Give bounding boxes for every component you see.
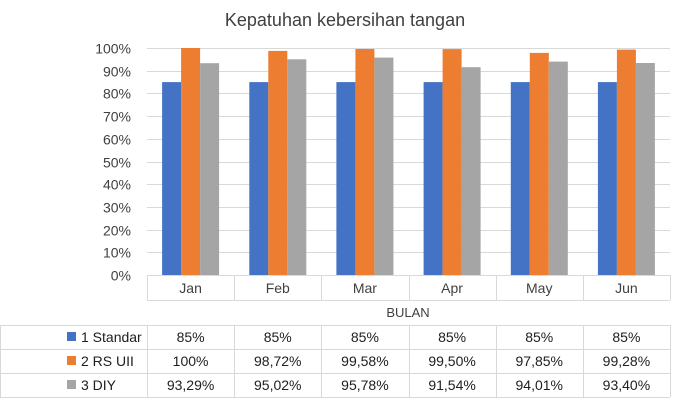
gridlines (147, 48, 670, 276)
legend-label: 3 DIY (81, 377, 117, 393)
data-label: 99,28% (603, 353, 650, 369)
data-label: 95,02% (254, 377, 301, 393)
bar (200, 63, 220, 276)
bar (374, 57, 394, 275)
x-axis-title: BULAN (386, 305, 429, 320)
legend-key (67, 332, 76, 341)
bar (423, 82, 443, 275)
bar (268, 50, 288, 276)
x-tick-label: Jun (615, 280, 638, 296)
y-tick-label: 0% (111, 268, 131, 284)
data-label: 100% (173, 353, 209, 369)
bar (510, 82, 530, 275)
bar (287, 59, 307, 275)
y-tick-label: 70% (103, 109, 131, 125)
bar (442, 49, 462, 275)
data-label: 85% (612, 329, 640, 345)
bar (616, 49, 636, 275)
bar (461, 67, 481, 275)
data-label: 85% (351, 329, 379, 345)
bars (162, 48, 655, 276)
x-tick-label: Mar (353, 280, 377, 296)
data-label: 97,85% (516, 353, 563, 369)
y-tick-label: 90% (103, 64, 131, 80)
legend-key (67, 380, 76, 389)
bar (635, 63, 655, 275)
data-label: 99,50% (428, 353, 475, 369)
x-tick-label: Feb (266, 280, 290, 296)
data-label: 85% (438, 329, 466, 345)
bar (548, 61, 568, 275)
data-label: 93,29% (167, 377, 214, 393)
data-label: 85% (525, 329, 553, 345)
chart-title: Kepatuhan kebersihan tangan (225, 10, 465, 30)
x-tick-label: May (526, 280, 552, 296)
y-tick-label: 50% (103, 155, 131, 171)
bar (529, 52, 549, 276)
legend-label: 1 Standar (81, 329, 142, 345)
y-tick-label: 20% (103, 223, 131, 239)
y-tick-label: 100% (95, 41, 131, 57)
data-table: Jan Feb Mar Apr May Jun 1 Standar 85% 85% 85% 85% 8… (0, 275, 671, 398)
legend-key (67, 356, 76, 365)
data-label: 85% (264, 329, 292, 345)
legend-label: 2 RS UII (81, 353, 134, 369)
data-label: 99,58% (341, 353, 388, 369)
data-label: 98,72% (254, 353, 301, 369)
x-tick-label: Jan (179, 280, 202, 296)
bar (336, 82, 356, 275)
bar (162, 82, 182, 275)
y-tick-label: 40% (103, 177, 131, 193)
data-label: 91,54% (428, 377, 475, 393)
bar (597, 82, 617, 275)
y-tick-label: 80% (103, 86, 131, 102)
y-axis-ticks: 0% 10% 20% 30% 40% 50% 60% 70% 80% 90% 100% (95, 41, 131, 284)
data-label: 85% (177, 329, 205, 345)
bar (181, 48, 201, 275)
y-tick-label: 10% (103, 245, 131, 261)
data-label: 95,78% (341, 377, 388, 393)
y-tick-label: 60% (103, 132, 131, 148)
x-tick-label: Apr (441, 280, 463, 296)
bar (249, 82, 269, 275)
data-label: 94,01% (516, 377, 563, 393)
data-label: 93,40% (603, 377, 650, 393)
y-tick-label: 30% (103, 200, 131, 216)
bar (355, 49, 375, 275)
